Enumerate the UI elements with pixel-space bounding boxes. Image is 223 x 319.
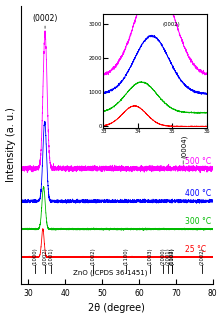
- Text: 500 °C: 500 °C: [185, 157, 211, 166]
- Text: (0002): (0002): [32, 14, 58, 23]
- Text: (0002): (0002): [42, 247, 47, 265]
- Text: (1002): (1002): [91, 247, 95, 265]
- Text: (0004): (0004): [170, 247, 175, 265]
- Text: (1001): (1001): [49, 247, 54, 265]
- Text: 400 °C: 400 °C: [185, 189, 211, 198]
- X-axis label: 2θ (degree): 2θ (degree): [89, 303, 145, 314]
- Text: 25 °C: 25 °C: [185, 245, 206, 254]
- Text: (0004): (0004): [181, 134, 188, 158]
- Text: ZnO (JCPDS 36-1451): ZnO (JCPDS 36-1451): [73, 270, 147, 276]
- Text: (1000): (1000): [33, 247, 38, 265]
- Y-axis label: Intensity (a. u.): Intensity (a. u.): [6, 108, 16, 182]
- Text: (1102): (1102): [169, 247, 174, 265]
- Text: (1100): (1100): [124, 247, 129, 265]
- Text: (2001): (2001): [165, 247, 171, 265]
- Text: 300 °C: 300 °C: [185, 217, 211, 226]
- Text: (2000): (2000): [160, 247, 165, 265]
- Text: (1003): (1003): [147, 247, 152, 265]
- Text: (2002): (2002): [199, 247, 204, 265]
